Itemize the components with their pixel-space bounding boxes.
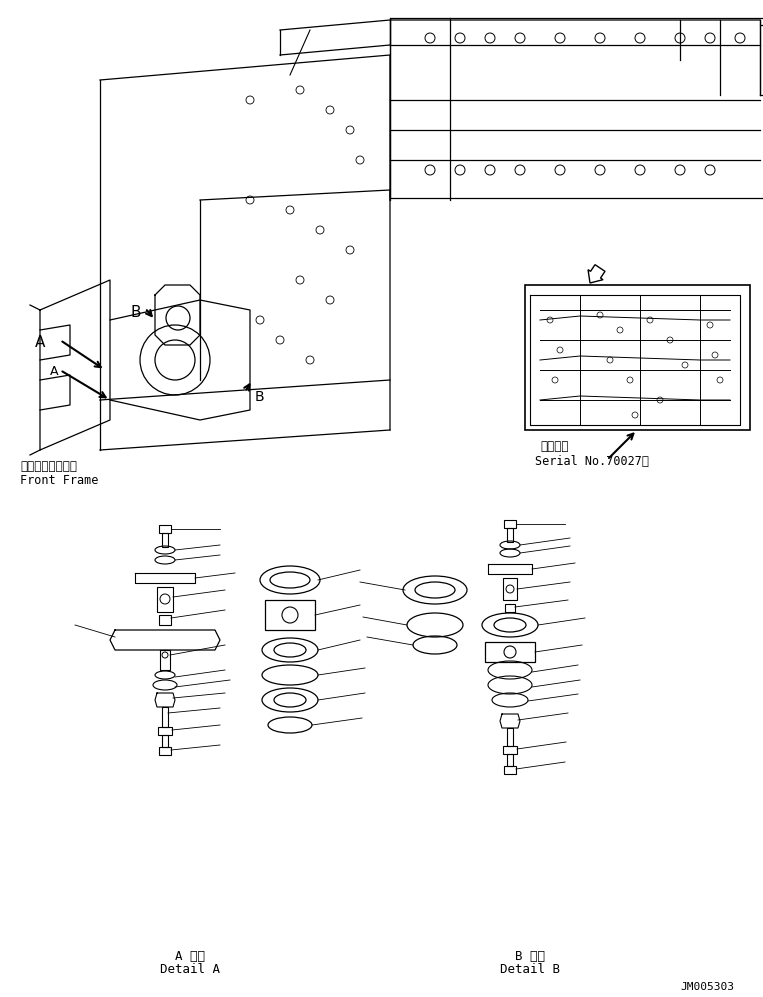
Text: Front Frame: Front Frame	[20, 474, 98, 487]
Bar	[162, 707, 168, 727]
Text: フロントフレーム: フロントフレーム	[20, 460, 77, 473]
Bar	[160, 650, 170, 670]
Bar	[159, 525, 171, 533]
Text: JM005303: JM005303	[680, 982, 734, 992]
Bar	[504, 520, 516, 528]
Text: B: B	[130, 305, 140, 320]
Text: A 詳細: A 詳細	[175, 950, 205, 963]
Bar	[503, 746, 517, 754]
Text: Detail A: Detail A	[160, 963, 220, 976]
Text: Serial No.70027～: Serial No.70027～	[535, 455, 649, 468]
Bar	[162, 735, 168, 747]
Text: B 詳細: B 詳細	[515, 950, 545, 963]
Bar	[505, 604, 515, 612]
Bar	[503, 578, 517, 600]
Bar	[157, 587, 173, 612]
Text: A: A	[35, 335, 45, 350]
Bar	[158, 727, 172, 735]
Bar	[159, 747, 171, 755]
Bar	[265, 600, 315, 630]
Bar	[159, 615, 171, 625]
Bar	[485, 642, 535, 662]
Bar	[507, 754, 513, 766]
Bar	[504, 766, 516, 774]
Text: 適用号機: 適用号機	[540, 440, 568, 453]
Bar	[390, 18, 763, 198]
Bar	[507, 528, 513, 542]
Bar	[525, 285, 750, 430]
Text: Detail B: Detail B	[500, 963, 560, 976]
Text: A: A	[50, 365, 59, 378]
Bar	[507, 728, 513, 746]
FancyArrow shape	[588, 264, 605, 283]
Bar	[162, 533, 168, 547]
Text: B: B	[255, 390, 265, 404]
